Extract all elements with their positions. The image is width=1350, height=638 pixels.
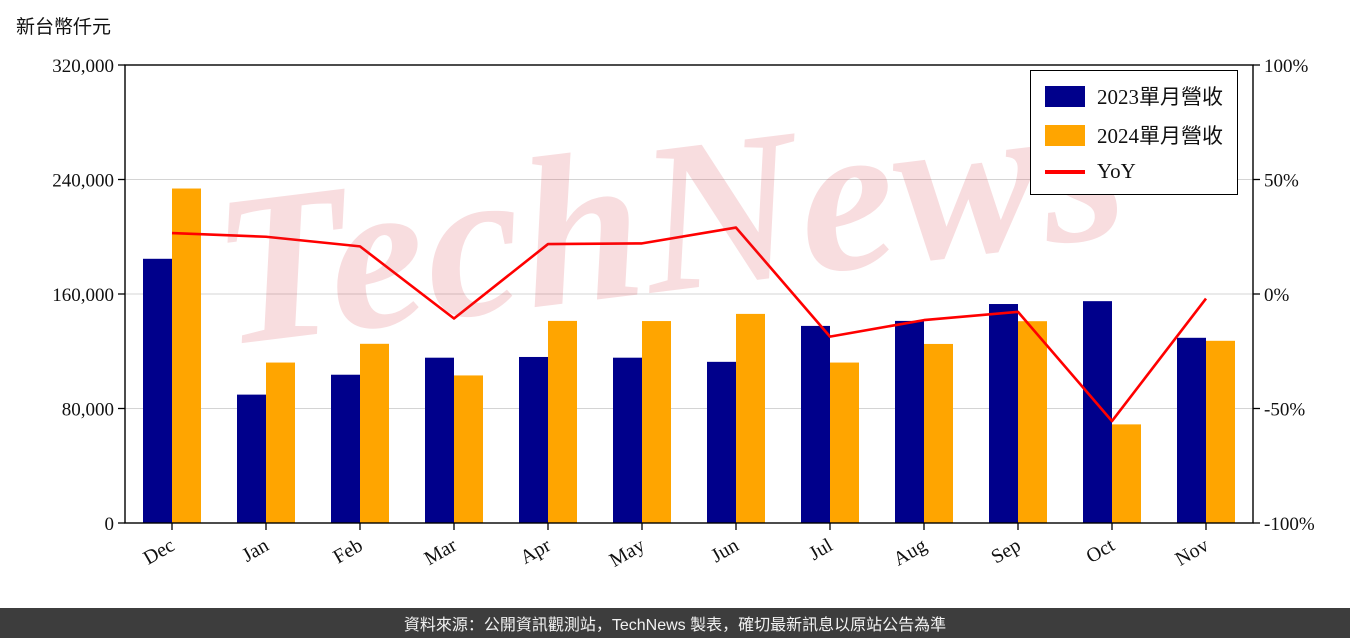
svg-text:Jul: Jul: [805, 534, 837, 565]
svg-text:240,000: 240,000: [52, 171, 114, 192]
legend-color-swatch: [1045, 124, 1085, 146]
svg-text:Jan: Jan: [238, 534, 272, 566]
svg-text:Aug: Aug: [890, 534, 931, 570]
svg-text:Oct: Oct: [1082, 534, 1118, 568]
svg-text:0%: 0%: [1264, 285, 1290, 306]
legend-label: YoY: [1097, 159, 1136, 183]
svg-text:Mar: Mar: [421, 534, 461, 570]
legend-label: 2024單月營收: [1097, 124, 1223, 148]
svg-text:80,000: 80,000: [62, 400, 114, 421]
svg-text:Nov: Nov: [1172, 534, 1213, 570]
footer-bar: 資料來源：公開資訊觀測站，TechNews 製表，確切最新訊息以原站公告為準: [0, 608, 1350, 638]
svg-text:Jun: Jun: [707, 534, 742, 567]
svg-text:Sep: Sep: [988, 534, 1025, 568]
footer-source-text: 資料來源：公開資訊觀測站，TechNews 製表，確切最新訊息以原站公告為準: [403, 617, 947, 634]
svg-text:160,000: 160,000: [52, 285, 114, 306]
bar-series-1: [143, 258, 1206, 523]
legend-label: 2023單月營收: [1097, 85, 1223, 109]
svg-text:Apr: Apr: [517, 534, 555, 569]
svg-text:100%: 100%: [1264, 56, 1309, 77]
right-axis-ticks: 100% 50% 0% -50% -100%: [1253, 56, 1315, 535]
legend-item: 2024單月營收: [1045, 120, 1223, 150]
legend-item: YoY: [1045, 159, 1223, 184]
left-axis-ticks: 320,000 240,000 160,000 80,000 0: [52, 56, 125, 535]
svg-text:Dec: Dec: [140, 534, 179, 569]
svg-text:0: 0: [105, 514, 115, 535]
x-axis-ticks: Dec Jan Feb Mar Apr May Jun Jul Aug Sep Oct Nov: [140, 523, 1213, 572]
bar-series-2: [172, 188, 1235, 523]
svg-text:Feb: Feb: [330, 534, 367, 568]
svg-text:50%: 50%: [1264, 171, 1299, 192]
legend-line-swatch: [1045, 169, 1085, 174]
svg-text:320,000: 320,000: [52, 56, 114, 77]
yoy-line: [171, 226, 1208, 423]
legend: 2023單月營收 2024單月營收 YoY: [1030, 70, 1238, 195]
svg-text:May: May: [606, 534, 649, 571]
legend-color-swatch: [1045, 85, 1085, 107]
y-axis-unit-label: 新台幣仟元: [16, 17, 112, 38]
svg-text:-50%: -50%: [1264, 400, 1305, 421]
svg-text:-100%: -100%: [1264, 514, 1315, 535]
legend-item: 2023單月營收: [1045, 81, 1223, 111]
